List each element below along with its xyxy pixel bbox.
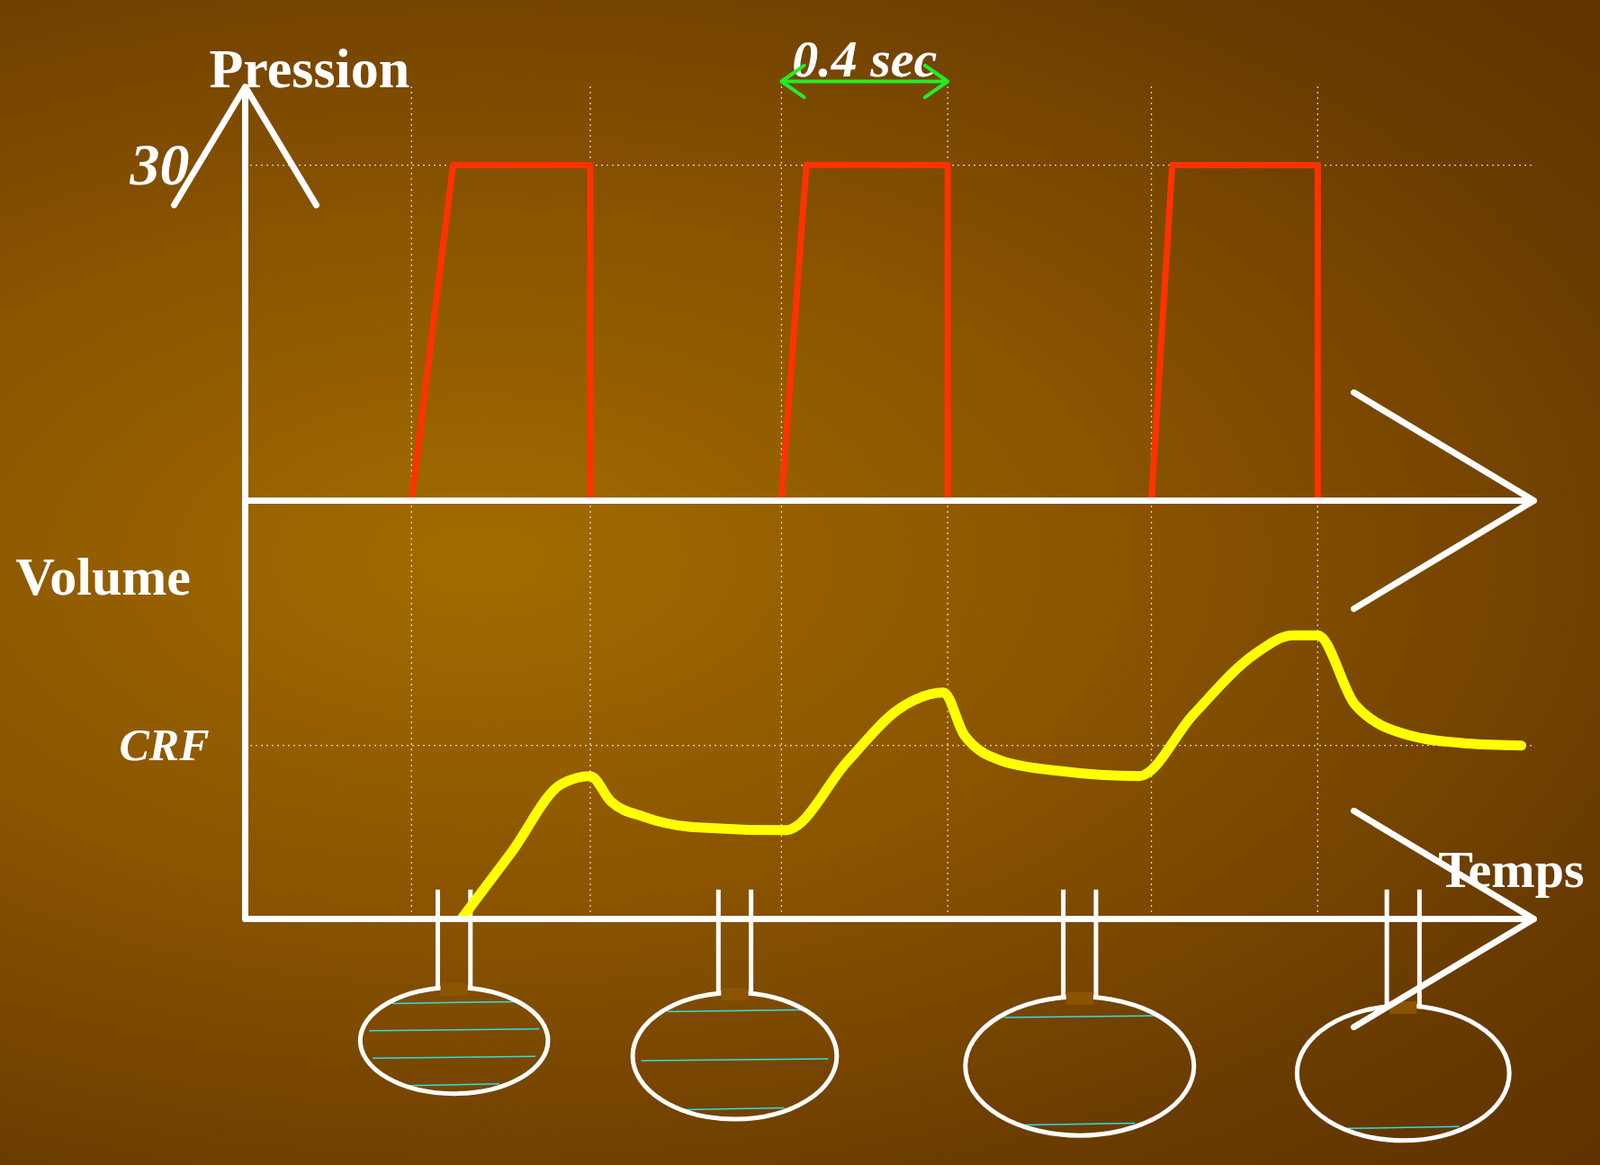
svg-text:0.4 sec: 0.4 sec [791, 29, 937, 89]
svg-text:Pression: Pression [209, 37, 411, 99]
svg-text:30: 30 [129, 131, 190, 198]
svg-text:Temps: Temps [1438, 840, 1584, 899]
svg-text:Volume: Volume [16, 547, 191, 607]
svg-text:CRF: CRF [118, 719, 209, 771]
